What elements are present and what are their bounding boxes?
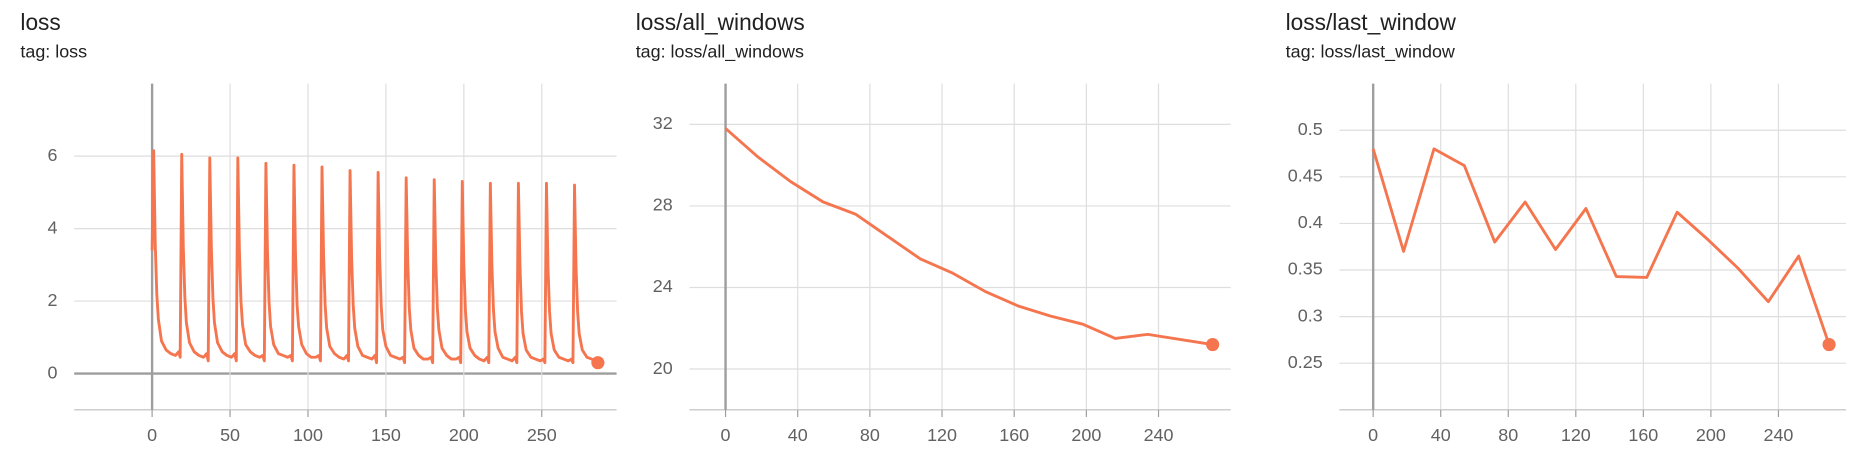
y-tick-label: 24 — [653, 276, 673, 296]
chart-subtitle: tag: loss/all_windows — [636, 41, 804, 62]
series-line — [724, 127, 1213, 346]
last-point — [1822, 337, 1836, 352]
x-tick-label: 40 — [1431, 425, 1451, 445]
x-tick-label: 200 — [1071, 425, 1101, 445]
y-tick-label: 4 — [47, 217, 57, 237]
chart-title: loss — [20, 9, 60, 35]
x-tick-label: 50 — [220, 425, 240, 445]
chart-title: loss/last_window — [1286, 9, 1457, 35]
y-tick-label: 0.5 — [1298, 119, 1323, 139]
x-tick-label: 100 — [293, 425, 323, 445]
x-tick-label: 200 — [1696, 425, 1726, 445]
y-tick-label: 28 — [653, 195, 673, 215]
x-tick-label: 240 — [1763, 425, 1793, 445]
x-tick-label: 40 — [788, 425, 808, 445]
x-tick-label: 240 — [1144, 425, 1174, 445]
x-tick-label: 150 — [371, 425, 401, 445]
y-tick-label: 0.25 — [1288, 352, 1323, 372]
x-tick-label: 0 — [721, 425, 731, 445]
last-point — [1206, 337, 1220, 352]
chart-title: loss/all_windows — [636, 9, 805, 35]
x-tick-label: 0 — [147, 425, 157, 445]
y-tick-label: 0.45 — [1288, 166, 1323, 186]
x-tick-label: 250 — [527, 425, 557, 445]
x-tick-label: 200 — [449, 425, 479, 445]
y-tick-label: 20 — [653, 358, 673, 378]
x-tick-label: 120 — [927, 425, 957, 445]
y-tick-label: 0.3 — [1298, 305, 1323, 325]
x-tick-label: 0 — [1368, 425, 1378, 445]
x-tick-label: 160 — [1628, 425, 1658, 445]
chart-subtitle: tag: loss — [20, 41, 87, 61]
y-tick-label: 0.35 — [1288, 259, 1323, 279]
y-tick-label: 6 — [47, 145, 57, 165]
x-tick-label: 80 — [1498, 425, 1518, 445]
y-tick-label: 0 — [47, 362, 57, 382]
series-line — [150, 149, 599, 365]
y-tick-label: 2 — [47, 290, 57, 310]
chart-subtitle: tag: loss/last_window — [1286, 41, 1455, 62]
x-tick-label: 80 — [860, 425, 880, 445]
x-tick-label: 160 — [999, 425, 1029, 445]
y-tick-label: 32 — [653, 113, 673, 133]
series-line — [1371, 147, 1831, 346]
last-point — [591, 356, 605, 370]
y-tick-label: 0.4 — [1298, 212, 1323, 232]
x-tick-label: 120 — [1561, 425, 1591, 445]
